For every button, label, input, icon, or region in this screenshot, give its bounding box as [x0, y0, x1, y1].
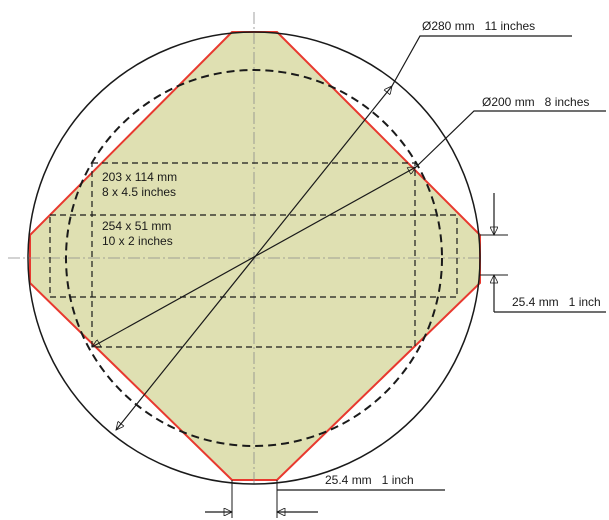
inner-diameter-line	[92, 166, 416, 348]
outer-diameter-leader	[391, 35, 572, 87]
rect-small-label-line1: 254 x 51 mm	[102, 219, 171, 233]
rect-small-label-line2: 10 x 2 inches	[102, 234, 173, 248]
bottom-offset-label: 25.4 mm 1 inch	[325, 473, 414, 487]
inner-diameter-label: Ø200 mm 8 inches	[482, 95, 589, 109]
outer-diameter-label: Ø280 mm 11 inches	[422, 19, 535, 33]
rect-large-label-line1: 203 x 114 mm	[102, 170, 177, 184]
rect-large-label-line2: 8 x 4.5 inches	[102, 185, 176, 199]
right-offset-label: 25.4 mm 1 inch	[512, 295, 601, 309]
inner-dashed-circle	[65, 69, 443, 447]
outer-circle	[27, 31, 481, 485]
inner-diameter-leader	[415, 110, 606, 168]
